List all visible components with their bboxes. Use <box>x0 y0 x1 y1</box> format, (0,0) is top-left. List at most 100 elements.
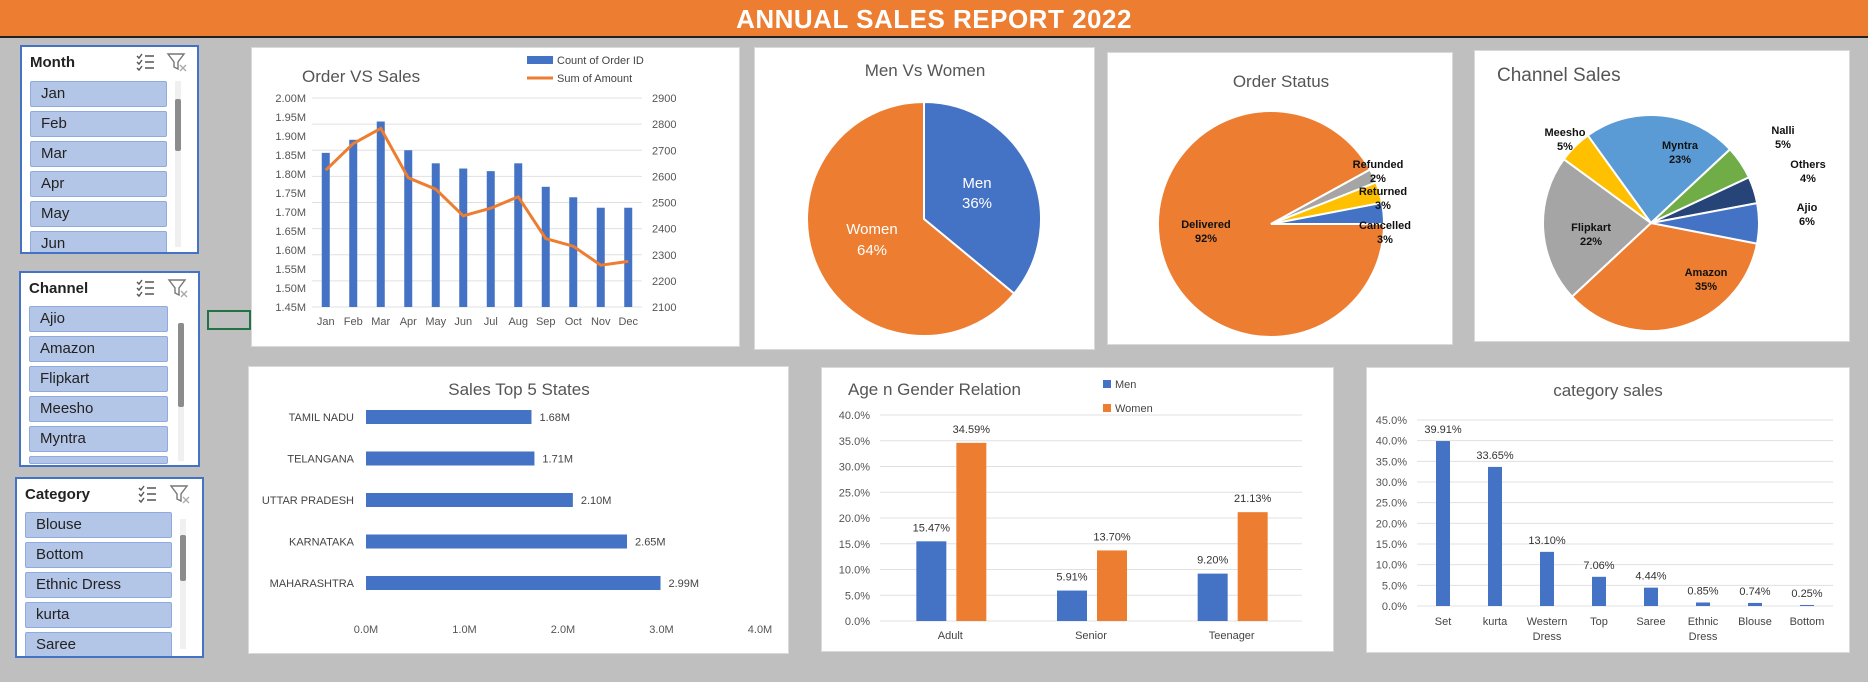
multi-select-icon[interactable] <box>134 277 156 299</box>
slice-value: 35% <box>1695 281 1717 293</box>
axis-tick-x: Aug <box>508 316 528 328</box>
axis-tick-y: 15.0% <box>839 539 870 551</box>
slice-label: Flipkart <box>1571 222 1611 234</box>
slicer-item-myntra[interactable]: Myntra <box>29 426 168 452</box>
multi-select-icon[interactable] <box>136 483 158 505</box>
slicer-item-amazon[interactable]: Amazon <box>29 336 168 362</box>
clear-filter-icon[interactable] <box>167 277 189 299</box>
bar-state <box>366 451 535 466</box>
axis-tick-right: 2100 <box>652 302 676 314</box>
data-label: 39.91% <box>1424 424 1462 436</box>
slicer-channel-scrollbar[interactable] <box>178 323 184 461</box>
slicer-item-ajio[interactable]: Ajio <box>29 306 168 332</box>
chart-channel-sales[interactable]: Channel Sales Amazon 35% Flipkart 22% Meesho 5… <box>1474 50 1850 342</box>
slice-label: Refunded <box>1353 159 1404 171</box>
slice-cancelled <box>1270 201 1386 225</box>
axis-tick-right: 2300 <box>652 250 676 262</box>
scroll-thumb[interactable] <box>175 99 181 151</box>
chart-order-vs-sales[interactable]: Order VS Sales Count of Order ID Sum of Am… <box>251 47 740 347</box>
axis-tick-y: 40.0% <box>839 410 870 422</box>
data-label: 7.06% <box>1583 560 1614 572</box>
slicer-item-kurta[interactable]: kurta <box>25 602 172 628</box>
legend-swatch-men <box>1103 380 1111 388</box>
legend-label: Sum of Amount <box>557 73 632 85</box>
axis-tick-right: 2200 <box>652 276 676 288</box>
slice-value: 2% <box>1370 173 1386 185</box>
slicer-category-scrollbar[interactable] <box>180 519 186 649</box>
axis-tick-y: 30.0% <box>1376 477 1407 489</box>
slicer-item-jun[interactable]: Jun <box>30 231 167 252</box>
slicer-item-mar[interactable]: Mar <box>30 141 167 167</box>
axis-tick-x: May <box>425 316 446 328</box>
bar-state <box>366 534 628 549</box>
bar-women <box>1097 550 1127 621</box>
axis-tick-x: 1.0M <box>452 624 476 636</box>
slicer-item-feb[interactable]: Feb <box>30 111 167 137</box>
selected-cell[interactable] <box>207 310 251 330</box>
slicer-item-blouse[interactable]: Blouse <box>25 512 172 538</box>
bar-state <box>366 410 532 424</box>
bar-orders <box>624 207 633 307</box>
slice-label: Ajio <box>1797 202 1818 214</box>
axis-tick-x: Nov <box>591 316 611 328</box>
axis-tick-left: 1.50M <box>275 283 306 295</box>
data-label: 0.85% <box>1687 585 1718 597</box>
data-label: 0.25% <box>1791 588 1822 600</box>
slicer-item-ethnic-dress[interactable]: Ethnic Dress <box>25 572 172 598</box>
axis-tick-y: 40.0% <box>1376 436 1407 448</box>
slice-label: Nalli <box>1771 125 1794 137</box>
chart-age-gender[interactable]: Age n Gender Relation Men Women 0.0% 5.0% 10.… <box>821 367 1334 652</box>
data-label: 2.10M <box>581 495 612 507</box>
bar-men <box>916 541 947 621</box>
bar-orders <box>349 139 358 307</box>
axis-tick-x: Jan <box>317 316 335 328</box>
clear-filter-icon[interactable] <box>169 483 191 505</box>
slice-myntra <box>1586 114 1732 225</box>
chart-category-sales[interactable]: category sales 0.0% 5.0% 10.0% 15.0% 20.0% 25.… <box>1366 367 1850 653</box>
axis-tick-left: 1.95M <box>275 112 306 124</box>
chart-men-vs-women[interactable]: Men Vs Women Men 36% Women 64% <box>754 47 1095 350</box>
axis-tick-x: Saree <box>1636 616 1665 628</box>
bar-men <box>1057 590 1087 621</box>
axis-tick-left: 2.00M <box>275 93 306 105</box>
data-label: 1.71M <box>542 454 573 466</box>
slicer-item-jan[interactable]: Jan <box>30 81 167 107</box>
chart-title: Sales Top 5 States <box>448 380 589 399</box>
report-title: ANNUAL SALES REPORT 2022 <box>0 0 1868 38</box>
slicer-item-meesho[interactable]: Meesho <box>29 396 168 422</box>
slice-value: 92% <box>1195 233 1217 245</box>
legend-label: Count of Order ID <box>557 55 644 67</box>
slicer-item-flipkart[interactable]: Flipkart <box>29 366 168 392</box>
data-label: 13.10% <box>1528 535 1566 547</box>
slicer-item-may[interactable]: May <box>30 201 167 227</box>
data-label: 0.74% <box>1739 586 1770 598</box>
data-label: 15.47% <box>913 522 951 534</box>
slice-label: Returned <box>1359 186 1407 198</box>
scroll-thumb[interactable] <box>180 535 186 581</box>
chart-top5-states[interactable]: Sales Top 5 States 0.0M 1.0M 2.0M 3.0M 4.0M TA… <box>248 366 789 654</box>
axis-tick-x: kurta <box>1483 616 1508 628</box>
slicer-month-scrollbar[interactable] <box>175 81 181 247</box>
slice-label: Meesho <box>1545 127 1586 139</box>
axis-tick-y: TELANGANA <box>287 454 354 466</box>
slicer-item-saree[interactable]: Saree <box>25 632 172 656</box>
slicer-channel[interactable]: Channel Ajio Amazon Flipkart Meesho Myntra <box>19 271 200 467</box>
axis-tick-y: MAHARASHTRA <box>270 578 355 590</box>
slicer-item-partial[interactable] <box>29 456 168 464</box>
chart-order-status[interactable]: Order Status Delivered 92% Refunded 2% Return… <box>1107 52 1453 345</box>
axis-tick-left: 1.90M <box>275 131 306 143</box>
slicer-item-bottom[interactable]: Bottom <box>25 542 172 568</box>
axis-tick-x: Jul <box>484 316 498 328</box>
axis-tick-left: 1.80M <box>275 169 306 181</box>
multi-select-icon[interactable] <box>134 51 156 73</box>
slicer-item-apr[interactable]: Apr <box>30 171 167 197</box>
slice-ajio <box>1650 201 1760 245</box>
slicer-category[interactable]: Category Blouse Bottom Ethnic Dress kurta Sa… <box>15 477 204 658</box>
clear-filter-icon[interactable] <box>166 51 188 73</box>
scroll-thumb[interactable] <box>178 323 184 407</box>
axis-tick-x: Senior <box>1075 630 1107 642</box>
slice-women <box>806 100 1016 337</box>
slice-label: Cancelled <box>1359 220 1411 232</box>
axis-tick-x: 0.0M <box>354 624 378 636</box>
slicer-month[interactable]: Month Jan Feb Mar Apr May Jun <box>20 45 199 254</box>
